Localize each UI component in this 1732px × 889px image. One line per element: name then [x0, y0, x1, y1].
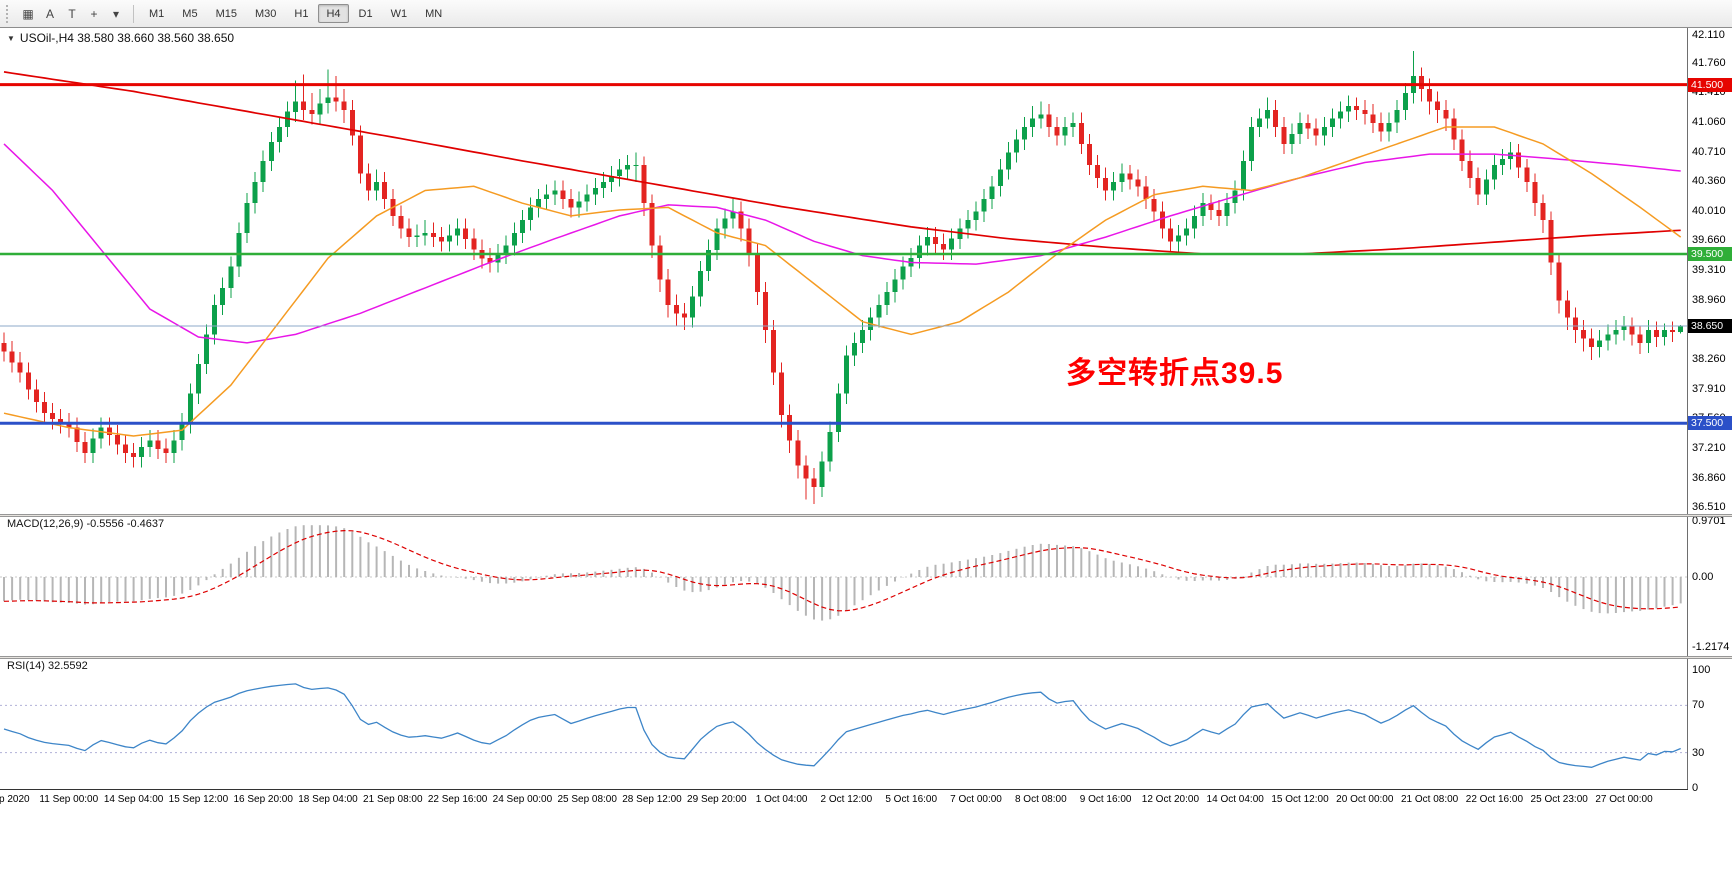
price-axis-label: 42.110: [1692, 29, 1725, 41]
horizontal-line-objects: [0, 83, 1687, 425]
time-axis-label: 27 Oct 00:00: [1595, 794, 1653, 805]
rsi-axis-label: 30: [1692, 746, 1705, 759]
time-axis-label: 20 Oct 00:00: [1336, 794, 1394, 805]
price-axis-label: 40.360: [1692, 175, 1726, 188]
macd-axis-label: -1.2174: [1692, 641, 1730, 654]
price-badge-39.500: 39.500: [1688, 247, 1732, 261]
crosshair-icon[interactable]: +: [90, 6, 98, 21]
time-axis-label: 21 Oct 08:00: [1400, 794, 1459, 805]
toolbar-separator: [133, 4, 134, 23]
time-axis-label: 25 Oct 23:00: [1530, 794, 1588, 805]
time-axis-label: 18 Sep 04:00: [298, 794, 358, 805]
timeframe-W1[interactable]: W1: [390, 8, 408, 20]
time-axis-label: 14 Oct 04:00: [1206, 794, 1264, 805]
price-axis-label: 36.510: [1692, 501, 1726, 514]
time-axis-label: 5 Oct 16:00: [885, 794, 938, 805]
price-axis-label: 40.710: [1692, 145, 1726, 158]
rsi-line: [3, 683, 1681, 768]
text-tool[interactable]: T: [68, 6, 76, 21]
price-axis-label: 39.310: [1692, 264, 1726, 277]
macd-indicator-label: MACD(12,26,9) -0.5556 -0.4637: [7, 518, 165, 530]
time-axis-label: 28 Sep 12:00: [622, 794, 682, 805]
timeframe-M5[interactable]: M5: [182, 8, 198, 20]
rsi-indicator-label: RSI(14) 32.5592: [7, 660, 88, 672]
time-axis-label: 24 Sep 00:00: [492, 794, 553, 805]
timeframe-H1[interactable]: H1: [294, 8, 309, 20]
price-axis-label: 38.260: [1692, 352, 1726, 365]
price-axis-label: 39.660: [1692, 234, 1726, 247]
time-axis-label: 21 Sep 08:00: [363, 794, 423, 805]
timeframe-H4[interactable]: H4: [318, 4, 349, 23]
timeframe-M1[interactable]: M1: [149, 8, 165, 20]
price-axis-label: 40.010: [1692, 204, 1726, 217]
ma-fast-orange: [3, 126, 1682, 437]
time-axis-label: 2 Oct 12:00: [820, 794, 873, 805]
time-axis-label: 29 Sep 20:00: [687, 794, 747, 805]
chart-area[interactable]: ▼ USOil-,H4 38.580 38.660 38.560 38.650 …: [0, 28, 1688, 810]
chart-canvas[interactable]: [0, 28, 1687, 810]
timeframe-M30[interactable]: M30: [254, 8, 277, 20]
price-badge-41.500: 41.500: [1688, 77, 1732, 92]
panel-divider-main-macd[interactable]: [0, 514, 1732, 517]
timeframe-M15[interactable]: M15: [215, 8, 237, 20]
macd-panel-series: [0, 525, 1687, 621]
price-axis-label: 38.960: [1692, 293, 1726, 306]
time-axis-label: 15 Oct 12:00: [1271, 794, 1329, 805]
price-axis-label: 41.760: [1692, 56, 1726, 69]
time-axis-label: 7 Oct 00:00: [950, 794, 1002, 805]
ma-mid-magenta: [3, 143, 1681, 344]
price-axis-label: 37.210: [1692, 441, 1726, 454]
one-click-trading-icon[interactable]: ▼: [7, 33, 15, 43]
time-axis-label: 11 Sep 00:00: [39, 794, 99, 805]
time-axis[interactable]: 9 Sep 2020 11 Sep 00:00 14 Sep 04:00 15 Sep…: [0, 789, 1688, 810]
time-axis-label: 25 Sep 08:00: [557, 794, 617, 805]
time-axis-label: 22 Sep 16:00: [427, 794, 488, 805]
rsi-axis-label: 100: [1692, 664, 1711, 676]
rsi-axis-label: 70: [1692, 699, 1705, 712]
timeframe-MN[interactable]: MN: [425, 8, 443, 20]
price-axis-label: 37.910: [1692, 382, 1726, 395]
macd-axis-label: 0.00: [1692, 571, 1714, 583]
price-badge-37.500: 37.500: [1688, 416, 1732, 431]
symbol-ohlc-text: USOil-,H4 38.580 38.660 38.560 38.650: [19, 31, 235, 45]
chart-ohlc-title: ▼ USOil-,H4 38.580 38.660 38.560 38.650: [7, 31, 234, 45]
moving-average-lines: [3, 71, 1682, 437]
time-axis-label: 9 Oct 16:00: [1079, 794, 1132, 805]
ma-slow-red: [3, 71, 1681, 255]
price-axis-label: 41.060: [1692, 115, 1726, 128]
macd-signal-line: [3, 529, 1681, 612]
time-axis-label: 9 Sep 2020: [0, 794, 30, 805]
timeframe-D1[interactable]: D1: [358, 8, 373, 20]
price-axis-label: 36.860: [1692, 471, 1726, 484]
drawing-tools-group: ▦ A T + ▾: [17, 4, 127, 24]
arrow-tool[interactable]: A: [45, 6, 54, 21]
time-axis-label: 22 Oct 16:00: [1465, 794, 1524, 805]
top-toolbar: ▦ A T + ▾ M1 M5 M15 M30 H1 H4 D1 W1 MN: [0, 0, 1732, 28]
chart-window-icon[interactable]: ▦: [22, 6, 34, 21]
toolbar-grip[interactable]: [6, 4, 11, 23]
panel-divider-macd-rsi[interactable]: [0, 656, 1732, 659]
timeframe-group: M1 M5 M15 M30 H1 H4 D1 W1 MN: [140, 4, 451, 23]
price-axis[interactable]: 42.110 41.760 41.410 41.060 40.710 40.360 40.0…: [1687, 28, 1732, 794]
tools-dropdown-caret-icon[interactable]: ▾: [112, 6, 120, 21]
rsi-panel-series: [0, 683, 1687, 768]
time-axis-label: 12 Oct 20:00: [1141, 794, 1200, 805]
time-axis-label: 14 Sep 04:00: [103, 794, 164, 805]
price-badge-38.650: 38.650: [1688, 319, 1732, 333]
chart-text-annotation[interactable]: 多空转折点39.5: [1066, 357, 1284, 390]
macd-axis-label: 0.9701: [1692, 515, 1726, 527]
time-axis-label: 8 Oct 08:00: [1014, 794, 1067, 805]
candlestick-series: [1, 50, 1684, 504]
time-axis-label: 15 Sep 12:00: [168, 794, 229, 805]
time-axis-label: 16 Sep 20:00: [233, 794, 293, 805]
rsi-axis-label: 0: [1692, 782, 1699, 794]
time-axis-label: 1 Oct 04:00: [755, 794, 808, 805]
